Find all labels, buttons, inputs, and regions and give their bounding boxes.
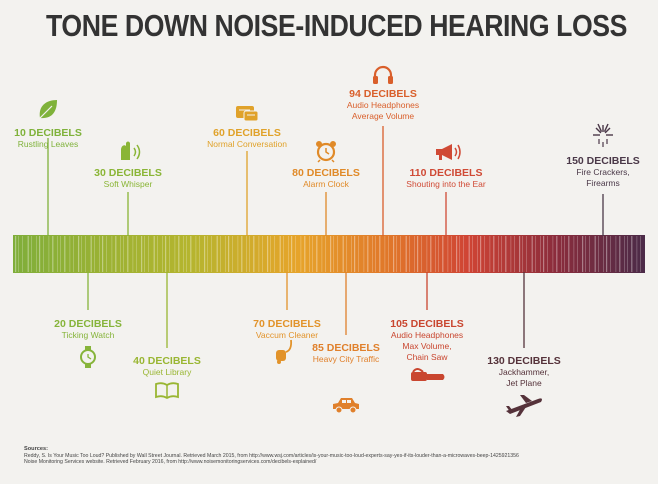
decibel-value: 20 DECIBELS xyxy=(54,318,122,330)
sources-block: Sources: Reddy, S. Is Your Music Too Lou… xyxy=(24,446,519,466)
icon-layer xyxy=(39,65,613,417)
decibel-value: 10 DECIBELS xyxy=(14,127,82,139)
scale-gradient xyxy=(13,235,645,273)
level-label-110: 110 DECIBELS Shouting into the Ear xyxy=(376,167,516,190)
connector-lines xyxy=(47,126,604,348)
scale-stripes xyxy=(15,236,641,272)
sound-source: Average Volume xyxy=(351,111,415,121)
sources-heading: Sources: xyxy=(24,446,48,452)
decibel-value: 105 DECIBELS xyxy=(390,318,464,330)
sound-source: Max Volume, xyxy=(402,341,452,351)
level-label-20: 20 DECIBELS Ticking Watch xyxy=(18,318,158,341)
level-label-10: 10 DECIBELS Rustling Leaves xyxy=(0,127,118,150)
sound-source: Firearms xyxy=(586,178,620,188)
page-title: TONE DOWN NOISE-INDUCED HEARING LOSS xyxy=(46,8,628,43)
decibel-value: 94 DECIBELS xyxy=(349,88,417,100)
speech-bubble-icon xyxy=(236,106,259,122)
decibel-value: 60 DECIBELS xyxy=(213,127,281,139)
decibel-value: 130 DECIBELS xyxy=(487,355,561,367)
sound-source: Audio Headphones xyxy=(346,100,420,110)
decibel-value: 40 DECIBELS xyxy=(133,355,201,367)
leaf-icon xyxy=(39,100,57,119)
level-label-40: 40 DECIBELS Quiet Library xyxy=(97,355,237,378)
whisper-icon xyxy=(121,141,141,160)
fireworks-icon xyxy=(593,123,613,147)
sound-source: Jackhammer, xyxy=(498,367,550,377)
sound-source: Rustling Leaves xyxy=(17,139,79,149)
vacuum-icon xyxy=(276,339,293,364)
level-label-80: 80 DECIBELS Alarm Clock xyxy=(256,167,396,190)
decibel-value: 110 DECIBELS xyxy=(409,167,483,179)
level-label-60: 60 DECIBELS Normal Conversation xyxy=(177,127,317,150)
level-label-130: 130 DECIBELS Jackhammer, Jet Plane xyxy=(454,355,594,389)
sound-source: Normal Conversation xyxy=(207,139,287,149)
level-label-30: 30 DECIBELS Soft Whisper xyxy=(58,167,198,190)
sound-source: Soft Whisper xyxy=(103,179,153,189)
car-icon xyxy=(333,398,359,414)
decibel-value: 85 DECIBELS xyxy=(312,342,380,354)
source-line-2: Noise Monitoring Services website. Retri… xyxy=(24,459,317,466)
level-label-70: 70 DECIBELS Vaccum Cleaner xyxy=(217,318,357,341)
sound-source: Heavy City Traffic xyxy=(312,354,380,364)
sound-source: Jet Plane xyxy=(506,378,542,388)
level-label-85: 85 DECIBELS Heavy City Traffic xyxy=(276,342,416,365)
level-label-105: 105 DECIBELS Audio Headphones Max Volume, C… xyxy=(357,318,497,363)
alarm-clock-icon xyxy=(316,141,336,163)
megaphone-icon xyxy=(436,144,461,160)
book-icon xyxy=(155,382,179,400)
watch-icon xyxy=(80,346,96,368)
source-line-1: Reddy, S. Is Your Music Too Loud? Publis… xyxy=(24,452,519,459)
chainsaw-icon xyxy=(411,368,445,381)
level-label-150: 150 DECIBELS Fire Crackers, Firearms xyxy=(533,155,658,189)
sound-source: Alarm Clock xyxy=(303,179,349,189)
sound-source: Fire Crackers, xyxy=(576,167,630,177)
sound-source: Shouting into the Ear xyxy=(406,179,486,189)
decibel-value: 30 DECIBELS xyxy=(94,167,162,179)
sound-source: Ticking Watch xyxy=(61,330,115,340)
level-label-94: 94 DECIBELS Audio Headphones Average Volum… xyxy=(313,88,453,122)
jet-plane-icon xyxy=(506,395,542,417)
decibel-value: 70 DECIBELS xyxy=(253,318,321,330)
sound-source: Quiet Library xyxy=(142,367,192,377)
sound-source: Vaccum Cleaner xyxy=(255,330,319,340)
headphones-icon xyxy=(373,65,393,84)
decibel-value: 80 DECIBELS xyxy=(292,167,360,179)
decibel-value: 150 DECIBELS xyxy=(566,155,640,167)
sound-source: Chain Saw xyxy=(406,352,448,362)
sound-source: Audio Headphones xyxy=(390,330,464,340)
